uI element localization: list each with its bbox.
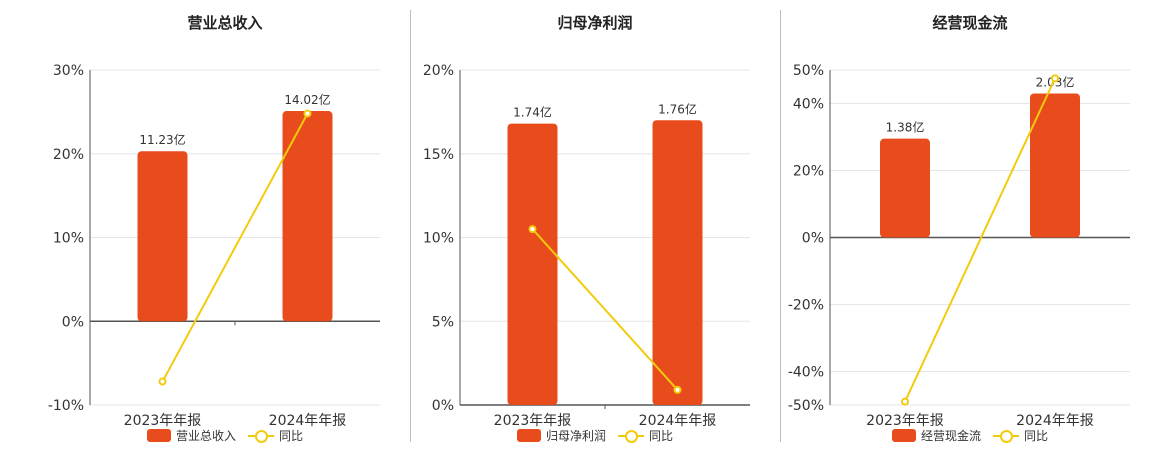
yoy-line: [904, 77, 1056, 403]
legend-item-bar[interactable]: 营业总收入: [146, 427, 236, 444]
bar-data-label: 1.74亿: [513, 105, 552, 120]
chart-legend[interactable]: 经营现金流 同比: [780, 427, 1160, 444]
bar: [880, 138, 930, 238]
legend-item-line[interactable]: 同比: [618, 427, 673, 444]
x-category-label: 2024年年报: [1016, 413, 1094, 429]
y-tick-label: 40%: [793, 97, 824, 113]
chart-legend[interactable]: 营业总收入 同比: [40, 427, 410, 444]
chart-title: 归母净利润: [557, 14, 633, 32]
chart-svg: 50%40%20%0%-20%-40%-50%1.38亿2023年年报2.03亿…: [788, 63, 1130, 429]
legend-line-swatch: [993, 429, 1019, 443]
legend-item-line[interactable]: 同比: [993, 427, 1048, 444]
yoy-point: [158, 377, 167, 386]
bar-data-label: 1.76亿: [658, 101, 697, 116]
yoy-line: [531, 228, 679, 391]
bar: [1030, 93, 1080, 238]
y-tick-label: 0%: [62, 314, 84, 330]
chart-legend[interactable]: 归母净利润 同比: [410, 427, 780, 444]
legend-line-swatch: [618, 429, 644, 443]
legend-label: 同比: [1024, 429, 1049, 443]
yoy-line: [161, 113, 309, 383]
bar-data-label: 14.02亿: [284, 92, 330, 107]
yoy-point: [901, 397, 909, 406]
x-category-label: 2023年年报: [124, 413, 202, 429]
chart-panel-net-profit: 归母净利润 20% 15% 10% 5% 0% 1.74亿 2023年年报 1.76亿 2024…: [410, 0, 780, 450]
legend-label: 营业总收入: [175, 429, 236, 443]
y-tick-label: 15%: [423, 147, 454, 163]
y-tick-label: 20%: [423, 63, 454, 79]
y-tick-label: -50%: [788, 398, 824, 414]
y-tick-label: -10%: [48, 398, 84, 414]
legend-label: 经营现金流: [920, 429, 981, 443]
chart-svg: 30% 20% 10% 0% -10% 11.23亿 2023年年报 14.02亿 2024年年…: [48, 63, 380, 429]
bar: [282, 111, 333, 322]
y-tick-label: 10%: [53, 231, 84, 247]
y-tick-label: 20%: [53, 147, 84, 163]
y-tick-label: -40%: [788, 365, 824, 381]
legend-label: 同比: [649, 429, 674, 443]
legend-label: 同比: [279, 429, 304, 443]
bar-data-label: 11.23亿: [139, 132, 185, 147]
chart-panel-revenue: 营业总收入 30% 20% 10% 0% -10% 11.23亿 2023年年报 14.02亿…: [40, 0, 410, 450]
y-tick-label: 5%: [432, 314, 454, 330]
x-category-label: 2024年年报: [269, 413, 347, 429]
y-tick-label: 20%: [793, 164, 824, 180]
x-category-label: 2023年年报: [494, 413, 572, 429]
legend-item-bar[interactable]: 归母净利润: [516, 427, 606, 444]
legend-item-line[interactable]: 同比: [248, 427, 303, 444]
legend-bar-swatch: [146, 429, 171, 442]
x-category-label: 2023年年报: [866, 413, 944, 429]
chart-svg: 20% 15% 10% 5% 0% 1.74亿 2023年年报 1.76亿 2024年年报: [423, 63, 750, 429]
legend-bar-swatch: [516, 429, 541, 442]
yoy-point: [673, 385, 682, 394]
legend-bar-swatch: [891, 429, 916, 442]
y-tick-label: -20%: [788, 298, 824, 314]
chart-title: 营业总收入: [187, 14, 263, 32]
y-tick-label: 10%: [423, 231, 454, 247]
yoy-point: [1051, 74, 1059, 83]
panel-divider: [780, 10, 781, 442]
panel-divider: [410, 10, 411, 442]
bar: [137, 151, 188, 322]
bar: [652, 120, 703, 405]
chart-title: 经营现金流: [932, 14, 1008, 32]
yoy-point: [528, 225, 537, 234]
bar-data-label: 1.38亿: [886, 120, 925, 135]
yoy-point: [303, 109, 312, 118]
y-tick-label: 0%: [432, 398, 454, 414]
bar: [507, 123, 558, 405]
y-tick-label: 50%: [793, 63, 824, 79]
legend-item-bar[interactable]: 经营现金流: [891, 427, 981, 444]
legend-label: 归母净利润: [545, 429, 606, 443]
y-tick-label: 30%: [53, 63, 84, 79]
legend-line-swatch: [248, 429, 274, 443]
x-category-label: 2024年年报: [639, 413, 717, 429]
y-tick-label: 0%: [802, 231, 824, 247]
chart-panel-operating-cash-flow: 经营现金流 50% 40% 20% 0% -20% -40% -50% 1.38亿 2023年年…: [780, 0, 1160, 450]
